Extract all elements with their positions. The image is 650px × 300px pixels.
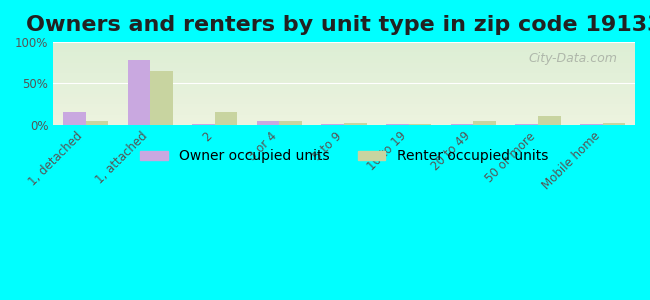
Bar [580, 124, 603, 125]
Bar [280, 122, 302, 125]
Bar [192, 124, 215, 125]
Text: City-Data.com: City-Data.com [528, 52, 618, 65]
Bar [127, 60, 150, 125]
Bar [603, 123, 625, 125]
Bar [86, 122, 108, 125]
Bar [257, 121, 280, 125]
Bar [386, 124, 409, 125]
Bar [515, 124, 538, 125]
Bar [63, 112, 86, 125]
Bar [215, 112, 237, 125]
Bar [450, 124, 473, 125]
Bar [150, 71, 173, 125]
Bar [409, 124, 432, 125]
Bar [322, 124, 344, 125]
Legend: Owner occupied units, Renter occupied units: Owner occupied units, Renter occupied un… [135, 144, 553, 169]
Bar [538, 116, 561, 125]
Bar [344, 123, 367, 125]
Bar [473, 122, 496, 125]
Title: Owners and renters by unit type in zip code 19133: Owners and renters by unit type in zip c… [26, 15, 650, 35]
